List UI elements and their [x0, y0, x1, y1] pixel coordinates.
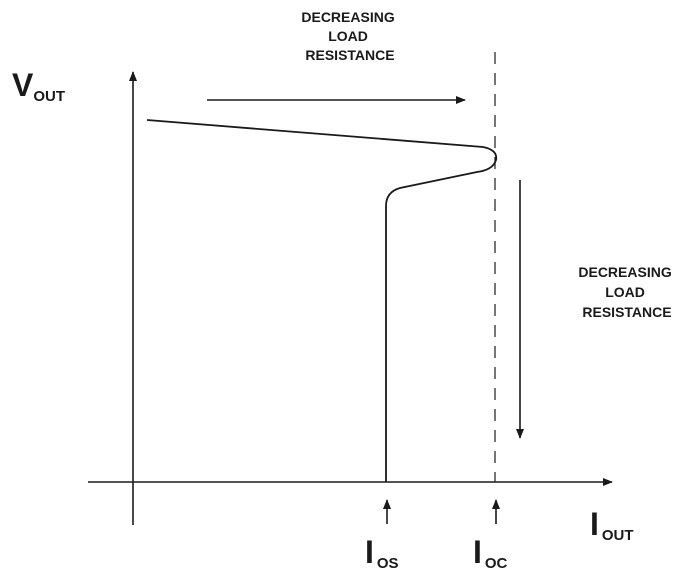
top-annotation-line-3: RESISTANCE — [305, 47, 394, 63]
right-annotation: DECREASING LOAD RESISTANCE — [578, 264, 675, 320]
top-annotation-line-2: LOAD — [328, 28, 368, 44]
right-annotation-line-3: RESISTANCE — [582, 304, 671, 320]
y-axis-label: VOUT — [12, 67, 65, 105]
top-annotation-line-1: DECREASING — [301, 9, 394, 25]
top-annotation: DECREASING LOAD RESISTANCE — [301, 9, 398, 63]
right-annotation-line-2: LOAD — [605, 284, 645, 300]
x-axis-label-main: I — [590, 506, 599, 542]
ioc-label: I OC — [473, 534, 508, 572]
y-axis-label-main: V — [12, 67, 34, 103]
x-axis-label-sub: OUT — [602, 527, 634, 544]
ioc-label-main: I — [473, 534, 482, 570]
x-axis-label: I OUT — [590, 506, 634, 544]
foldback-curve — [146, 119, 498, 482]
ios-label-main: I — [365, 534, 374, 570]
ios-label: I OS — [365, 534, 399, 572]
right-annotation-line-1: DECREASING — [578, 264, 671, 280]
y-axis-label-sub: OUT — [33, 88, 65, 105]
ios-label-sub: OS — [377, 555, 399, 572]
ioc-label-sub: OC — [485, 555, 508, 572]
